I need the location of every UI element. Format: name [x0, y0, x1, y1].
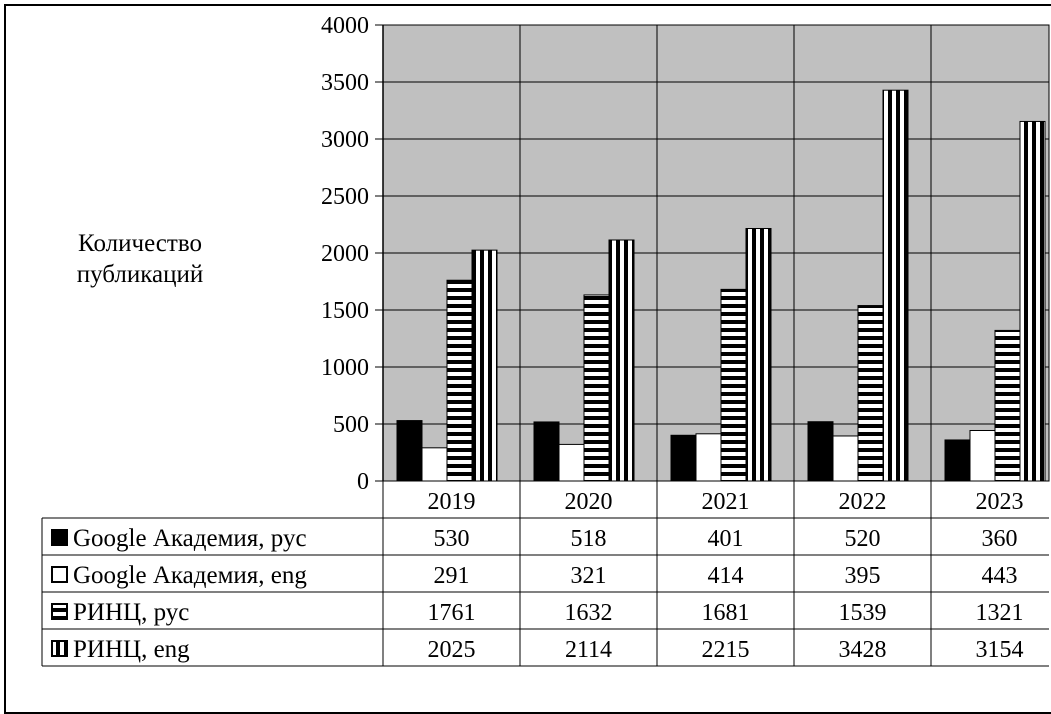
- y-tick-label: 0: [357, 469, 369, 495]
- legend-label: РИНЦ, рус: [73, 599, 189, 626]
- table-cell: 401: [708, 526, 744, 552]
- table-cell: 1761: [428, 600, 476, 626]
- bar: [832, 435, 859, 482]
- category-label: 2021: [702, 489, 750, 515]
- y-tick-label: 2500: [321, 184, 369, 210]
- bar: [969, 429, 996, 482]
- bar: [695, 433, 722, 482]
- table-cell: 518: [571, 526, 607, 552]
- table-cell: 1632: [565, 600, 613, 626]
- table-cell: 520: [845, 526, 881, 552]
- legend-label: РИНЦ, eng: [73, 636, 190, 663]
- table-cell: 2215: [702, 637, 750, 663]
- table-cell: 321: [571, 563, 607, 589]
- bar: [857, 305, 884, 482]
- table-cell: 414: [708, 563, 744, 589]
- y-tick-label: 3000: [321, 127, 369, 153]
- y-axis-label: Количество публикаций: [76, 230, 204, 288]
- category-label: 2023: [976, 489, 1024, 515]
- legend-key: [51, 603, 68, 620]
- bar: [471, 249, 498, 482]
- category-label: 2020: [565, 489, 613, 515]
- category-label: 2019: [428, 489, 476, 515]
- table-cell: 1539: [839, 600, 887, 626]
- table-cell: 395: [845, 563, 881, 589]
- bar: [807, 421, 834, 482]
- legend-key: [51, 566, 68, 583]
- legend-key: [51, 529, 68, 546]
- table-cell: 360: [982, 526, 1018, 552]
- bar: [558, 443, 585, 482]
- bar: [745, 227, 772, 482]
- y-tick-label: 3500: [321, 70, 369, 96]
- bar: [533, 421, 560, 482]
- bar: [421, 447, 448, 482]
- bar: [994, 329, 1021, 482]
- y-tick-label: 500: [333, 412, 369, 438]
- table-cell: 1681: [702, 600, 750, 626]
- legend-label: Google Академия, eng: [73, 562, 307, 589]
- table-cell: 2025: [428, 637, 476, 663]
- y-tick-label: 1500: [321, 298, 369, 324]
- bar: [1019, 120, 1046, 482]
- category-label: 2022: [839, 489, 887, 515]
- bar: [608, 239, 635, 482]
- bar: [944, 439, 971, 482]
- bar: [583, 294, 610, 482]
- y-tick-label: 4000: [321, 13, 369, 39]
- table-cell: 3154: [976, 637, 1024, 663]
- bar: [446, 279, 473, 482]
- bar: [720, 288, 747, 482]
- y-tick-label: 2000: [321, 241, 369, 267]
- bar: [670, 434, 697, 482]
- table-cell: 1321: [976, 600, 1024, 626]
- table-cell: 530: [434, 526, 470, 552]
- table-cell: 291: [434, 563, 470, 589]
- y-tick-label: 1000: [321, 355, 369, 381]
- legend-key: [51, 640, 68, 657]
- table-cell: 443: [982, 563, 1018, 589]
- legend-label: Google Академия, рус: [73, 525, 307, 552]
- bar: [882, 89, 909, 482]
- bar: [396, 420, 423, 482]
- table-cell: 2114: [565, 637, 612, 663]
- table-cell: 3428: [839, 637, 887, 663]
